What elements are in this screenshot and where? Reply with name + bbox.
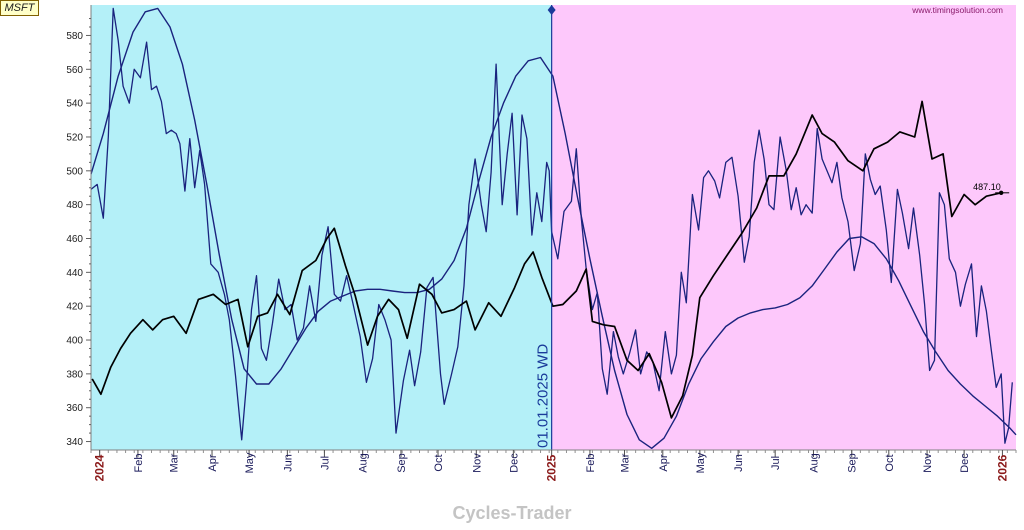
- x-month-label: Aug: [358, 453, 370, 473]
- y-tick-label: 500: [66, 166, 83, 177]
- y-tick-label: 560: [66, 65, 83, 76]
- x-month-label: Feb: [585, 454, 597, 473]
- y-tick-label: 340: [66, 437, 83, 448]
- x-year-label: 2026: [995, 454, 1009, 481]
- x-month-label: Apr: [658, 454, 670, 471]
- last-price-dot: [998, 190, 1004, 196]
- y-tick-label: 380: [66, 369, 83, 380]
- last-price-label: 487.10: [973, 182, 1001, 192]
- x-month-label: Dec: [959, 453, 971, 473]
- x-month-label: Jul: [770, 456, 782, 470]
- projection-smooth-line: [90, 7, 1017, 449]
- x-month-label: Mar: [169, 453, 181, 472]
- y-tick-label: 440: [66, 268, 83, 279]
- y-tick-label: 520: [66, 132, 83, 143]
- x-month-label: Oct: [433, 454, 445, 471]
- y-tick-label: 400: [66, 336, 83, 347]
- footer-brand: Cycles-Trader: [452, 503, 572, 523]
- y-tick-label: 580: [66, 31, 83, 42]
- x-month-label: Jun: [733, 454, 745, 472]
- x-month-label: Apr: [207, 454, 219, 471]
- symbol-badge: MSFT: [0, 0, 39, 16]
- x-month-label: Jun: [282, 454, 294, 472]
- x-month-label: Sep: [396, 453, 408, 473]
- y-tick-label: 460: [66, 234, 83, 245]
- y-tick-label: 420: [66, 302, 83, 313]
- x-year-label: 2024: [93, 454, 107, 481]
- watermark-text: www.timingsolution.com: [911, 5, 1003, 15]
- x-month-label: Nov: [471, 453, 483, 473]
- x-month-label: Feb: [133, 454, 145, 473]
- divider-handle: [547, 5, 556, 15]
- x-month-label: May: [244, 452, 256, 473]
- x-month-label: Oct: [884, 454, 896, 471]
- y-tick-label: 480: [66, 200, 83, 211]
- x-month-label: Sep: [847, 453, 859, 473]
- x-year-label: 2025: [545, 454, 559, 481]
- x-month-label: May: [695, 452, 707, 473]
- x-month-label: Dec: [508, 453, 520, 473]
- divider-date-label: 01.01.2025 WD: [535, 344, 552, 448]
- projection-oscillating-line: [90, 7, 1013, 444]
- y-tick-label: 360: [66, 403, 83, 414]
- x-month-label: Jul: [319, 456, 331, 470]
- x-month-label: Nov: [922, 453, 934, 473]
- price-line: [91, 100, 1002, 419]
- x-month-label: Mar: [620, 453, 632, 472]
- x-month-label: Aug: [808, 453, 820, 473]
- history-region: [91, 5, 552, 450]
- y-tick-label: 540: [66, 99, 83, 110]
